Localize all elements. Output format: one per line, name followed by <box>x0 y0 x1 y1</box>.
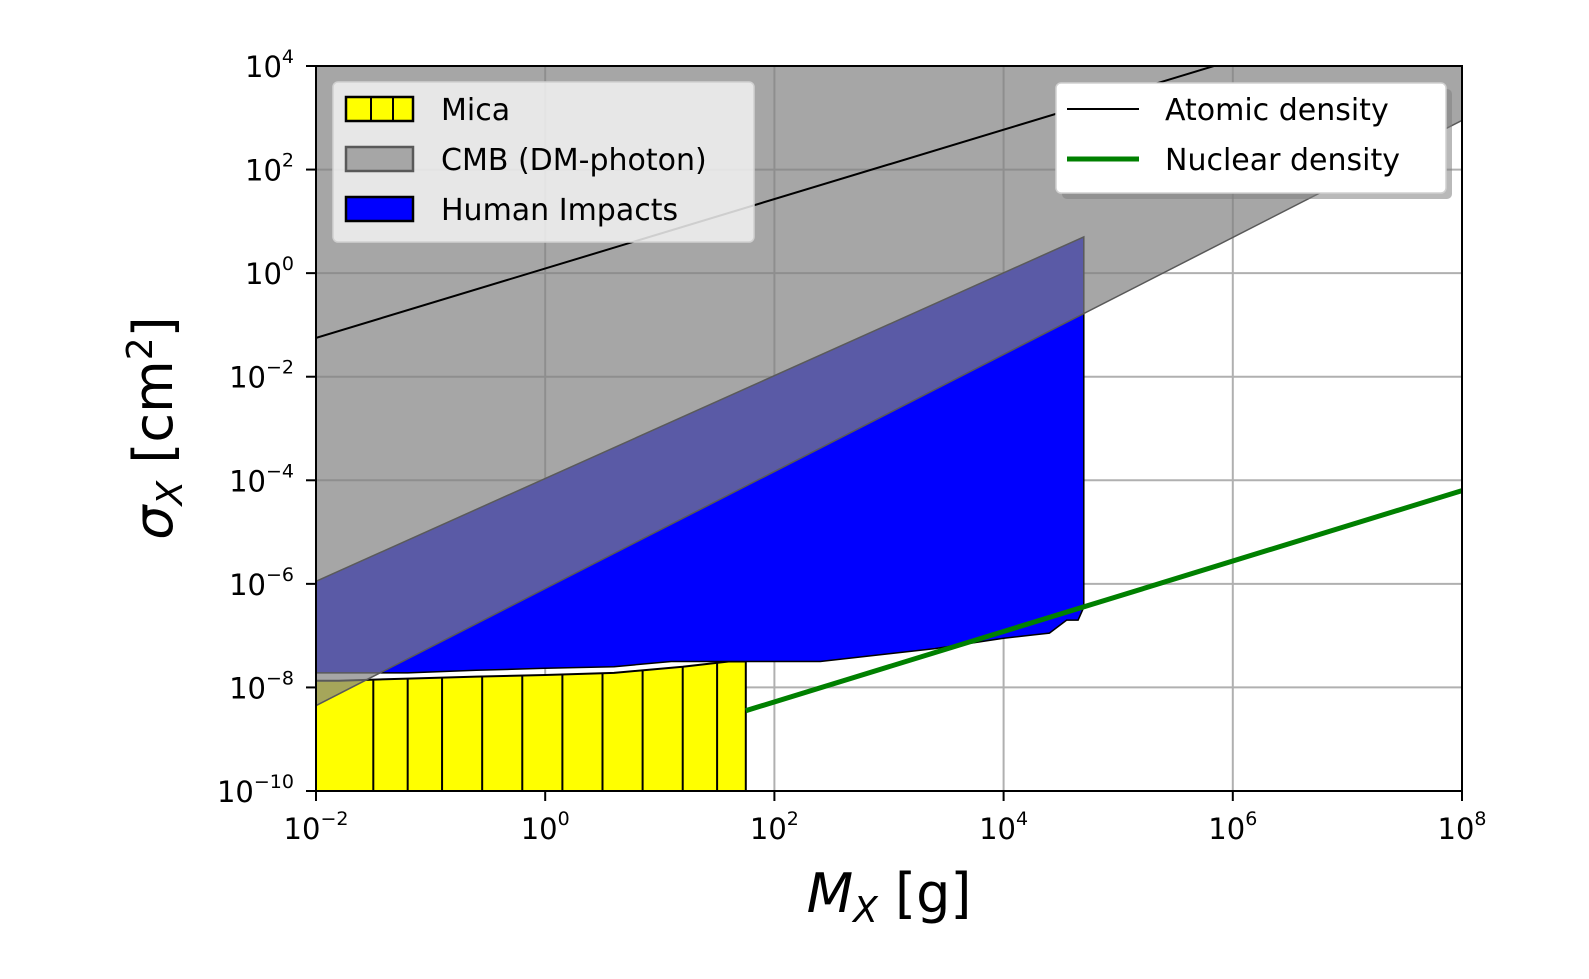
legend-entry-atomic-density: Atomic density <box>1067 93 1389 128</box>
x-axis-label: MX [g] <box>807 862 972 931</box>
x-tick-label: 102 <box>750 808 799 846</box>
y-label-close: ] <box>122 316 185 337</box>
nuclear-density-line <box>745 488 1462 714</box>
legend-entry-cmb: CMB (DM-photon) <box>344 143 707 178</box>
legend-swatch-cmb <box>344 145 415 173</box>
y-tick-label: 10−10 <box>217 771 294 809</box>
legend-label-nuclear-density: Nuclear density <box>1165 143 1400 178</box>
plot-frame <box>315 65 1463 792</box>
legend-entry-human-impacts: Human Impacts <box>344 193 678 228</box>
mica-region <box>316 660 747 791</box>
lines <box>316 66 1462 714</box>
y-label-unit: [cm <box>122 360 185 481</box>
x-tick-label: 104 <box>979 808 1028 846</box>
legend-swatch-mica <box>344 95 415 123</box>
legend-entry-nuclear-density: Nuclear density <box>1067 143 1400 178</box>
legend-entry-mica: Mica <box>344 93 510 128</box>
x-tick-label: 106 <box>1208 808 1257 846</box>
legend-lines: Atomic density Nuclear density <box>1055 82 1452 199</box>
legend-label-atomic-density: Atomic density <box>1165 93 1389 128</box>
y-tick-label: 10−4 <box>229 460 294 498</box>
atomic-density-line <box>316 66 1218 339</box>
legend-label-human-impacts: Human Impacts <box>441 193 678 228</box>
y-tick-label: 102 <box>245 150 294 188</box>
ticks: 10−2 100 102 104 106 108 10−10 10−8 10−6 10−4 10−2… <box>217 46 1487 846</box>
legend-regions: Mica CMB (DM-photon) Human Impacts <box>332 81 755 243</box>
y-tick-label: 10−6 <box>229 564 294 602</box>
y-axis-label: σX [cm2] <box>120 316 191 539</box>
y-label-sub: X <box>150 479 191 507</box>
x-label-sub: X <box>851 890 879 931</box>
x-tick-label: 10−2 <box>284 808 349 846</box>
x-tick-label: 100 <box>521 808 570 846</box>
legend-label-mica: Mica <box>441 93 510 128</box>
x-tick-label: 108 <box>1438 808 1487 846</box>
y-label-sup: 2 <box>120 337 161 360</box>
y-label-main: σ <box>122 504 185 540</box>
y-tick-label: 10−8 <box>229 667 294 705</box>
x-label-main: M <box>807 862 854 925</box>
legend-label-cmb: CMB (DM-photon) <box>441 143 707 178</box>
y-tick-label: 104 <box>245 46 294 84</box>
y-tick-label: 100 <box>245 253 294 291</box>
y-tick-label: 10−2 <box>229 357 294 395</box>
legend-swatch-human-impacts <box>344 195 415 223</box>
x-label-unit: [g] <box>878 862 972 925</box>
